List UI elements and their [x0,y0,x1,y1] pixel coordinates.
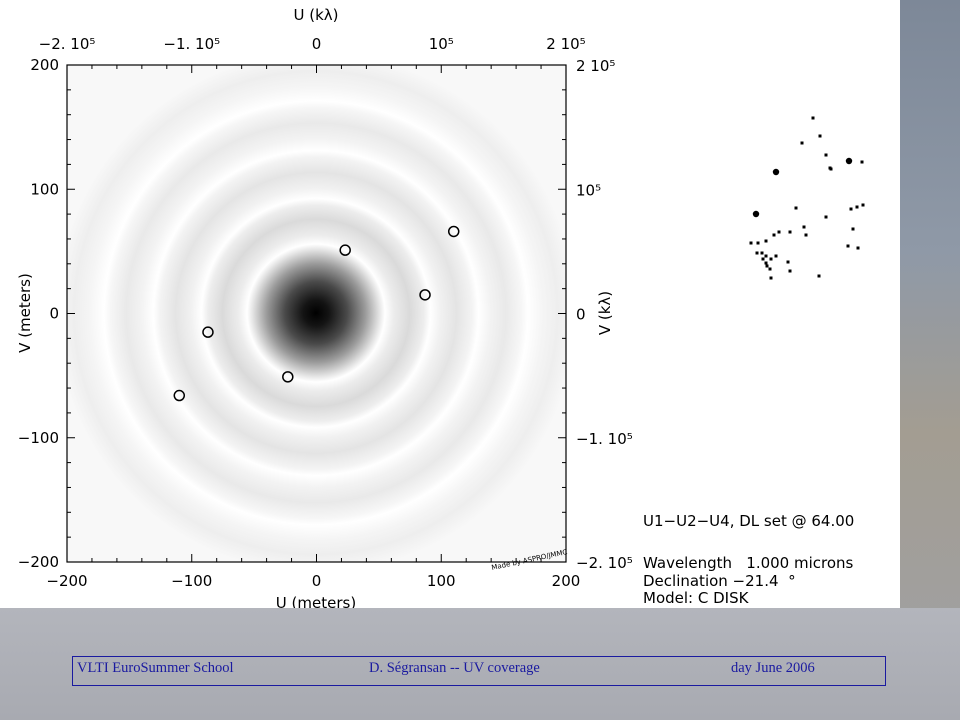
station-marker [769,276,773,280]
station-marker [761,257,765,261]
station-marker [817,274,821,278]
visibility-image [67,65,566,562]
uv-point [339,244,351,256]
station-marker [818,134,822,138]
top-tick-label: −1. 10⁵ [163,35,220,53]
y-tick-label: −200 [18,553,59,571]
uv-point [447,225,460,238]
x-tick-label: −100 [171,572,212,590]
top-axis-title: U (kλ) [293,6,338,24]
station-marker [760,251,764,255]
station-marker [802,225,806,229]
wavelength-info: Wavelength 1.000 microns [643,554,854,572]
station-marker [772,233,776,237]
station-marker [764,254,768,258]
station-marker [851,227,855,231]
x-axis-title: U (meters) [276,594,356,608]
telescope-marker [772,168,780,176]
background-photo-strip [900,0,960,720]
x-tick-label: 0 [312,572,322,590]
uv-point [419,289,431,301]
telescope-array-diagram [749,116,865,280]
station-marker [788,269,792,273]
slide-footer: VLTI EuroSummer School D. Ségransan -- U… [72,656,886,686]
station-marker [849,207,853,211]
axis-ticks [66,64,567,563]
slide-area: −200 −200 −2. 10⁵ 2 10⁵ −100 −100 −1. 10⁵ 10⁵ 0 0… [0,0,900,608]
background-bottom [0,608,960,720]
telescope-marker [845,157,853,165]
y-axis-title: V (meters) [16,273,34,353]
uv-coverage-chart: −200−200 −2. 10⁵ 2 10⁵ −100 −100 −1. 10⁵ 10⁵ 0 0… [16,6,865,608]
top-tick-label: 2 10⁵ [546,35,585,53]
top-tick-label: 10⁵ [429,35,454,53]
y-tick-label: −100 [18,429,59,447]
y-tick-label: 200 [30,56,59,74]
footer-date: day June 2006 [731,660,815,676]
right-axis-title: V (kλ) [596,291,614,335]
tick-labels: −200−200 −2. 10⁵ 2 10⁵ −100 −100 −1. 10⁵ 10⁵ 0 0… [18,35,633,590]
right-tick-label: 2 10⁵ [576,57,615,75]
x-tick-label: 200 [552,572,581,590]
station-marker [794,206,798,210]
station-marker [768,267,772,271]
station-marker [756,241,760,245]
uv-points [173,225,460,402]
station-marker [811,116,815,120]
station-marker [749,241,753,245]
footer-school: VLTI EuroSummer School [77,660,234,676]
baseline-info: U1−U2−U4, DL set @ 64.00 [643,512,855,530]
station-marker [856,246,860,250]
right-tick-label: 0 [576,306,586,324]
station-marker [764,239,768,243]
telescope-marker [752,210,760,218]
y-tick-label: 100 [30,180,59,198]
station-marker [788,230,792,234]
station-marker [860,160,864,164]
station-marker [755,251,759,255]
declination-info: Declination −21.4 ° [643,572,796,590]
model-info: Model: C DISK [643,589,749,607]
station-marker [769,257,773,261]
right-tick-label: −1. 10⁵ [576,430,633,448]
right-tick-label: 10⁵ [576,181,601,199]
right-tick-label: −2. 10⁵ [576,554,633,572]
station-marker [824,153,828,157]
station-marker [846,244,850,248]
top-tick-label: −2. 10⁵ [39,35,96,53]
station-marker [764,261,768,265]
station-marker [774,254,778,258]
top-tick-label: 0 [312,35,322,53]
uv-point [282,371,294,383]
station-marker [786,260,790,264]
station-marker [829,167,833,171]
y-tick-label: 0 [49,305,59,323]
footer-author: D. Ségransan -- UV coverage [369,660,540,676]
x-tick-label: −200 [46,572,87,590]
x-tick-label: 100 [427,572,456,590]
station-marker [804,233,808,237]
station-marker [855,205,859,209]
station-marker [777,230,781,234]
uv-point [202,326,214,338]
uv-point [173,389,186,402]
station-marker [800,141,804,145]
station-marker [824,215,828,219]
station-marker [765,264,769,268]
station-marker [861,203,865,207]
